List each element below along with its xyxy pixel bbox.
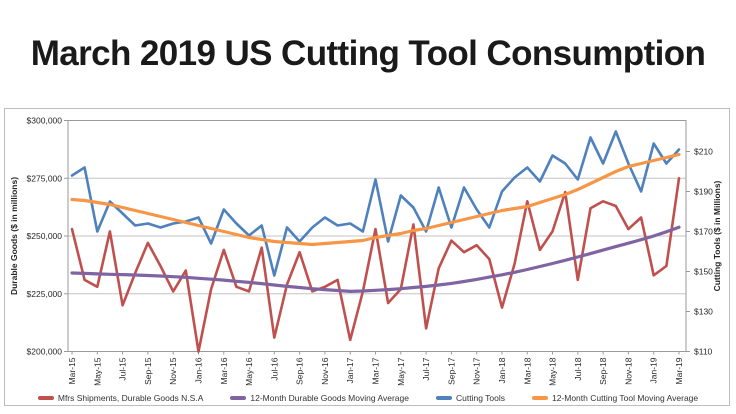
left-axis-tick-label: $275,000 <box>27 173 63 183</box>
left-axis-tick-label: $250,000 <box>27 231 63 241</box>
right-axis-title: Cutting Tools ($ in Millions) <box>712 180 722 291</box>
x-axis-tick-label: Sep-16 <box>295 357 305 385</box>
left-axis-tick-label: $225,000 <box>27 289 63 299</box>
x-axis-tick-label: Jan-16 <box>193 357 203 383</box>
legend-label: Cutting Tools <box>455 393 505 403</box>
x-axis-tick-label: May-17 <box>396 357 406 386</box>
left-axis-tick-label: $200,000 <box>27 347 63 357</box>
x-axis-tick-label: May-18 <box>548 357 558 386</box>
right-axis-tick-label: $210 <box>694 147 713 157</box>
x-axis-tick-label: Mar-16 <box>219 357 229 384</box>
x-axis-tick-label: Sep-17 <box>446 357 456 385</box>
legend-swatch <box>230 396 247 400</box>
x-axis-tick-label: Nov-16 <box>320 357 330 385</box>
left-axis-tick-label: $300,000 <box>27 116 63 126</box>
right-axis-tick-label: $190 <box>694 187 713 197</box>
chart-legend: Mfrs Shipments, Durable Goods N.S.A 12-Mo… <box>10 391 726 405</box>
x-axis-tick-label: Jul-16 <box>269 357 279 380</box>
legend-swatch <box>531 396 548 400</box>
x-axis-tick-label: Jan-18 <box>497 357 507 383</box>
x-axis-tick-label: Jul-18 <box>573 357 583 380</box>
series-line-3 <box>70 152 681 247</box>
legend-item: 12-Month Cutting Tool Moving Average <box>531 393 699 403</box>
right-axis-tick-label: $150 <box>694 267 713 277</box>
legend-item: Cutting Tools <box>435 393 505 403</box>
x-axis-tick-label: Mar-18 <box>522 357 532 384</box>
x-axis-tick-label: Nov-18 <box>623 357 633 385</box>
x-axis-tick-label: May-16 <box>244 357 254 386</box>
x-axis-tick-label: Jan-17 <box>345 357 355 383</box>
legend-item: 12-Month Durable Goods Moving Average <box>230 393 409 403</box>
x-axis-tick-label: Jul-15 <box>118 357 128 380</box>
series-line-0 <box>70 177 681 353</box>
left-axis-title: Durable Goods ($ in millions) <box>9 177 19 295</box>
x-axis-tick-label: Sep-18 <box>598 357 608 385</box>
x-axis-tick-label: Jan-19 <box>649 357 659 383</box>
right-axis-tick-label: $130 <box>694 307 713 317</box>
chart-frame <box>4 108 730 406</box>
legend-label: 12-Month Cutting Tool Moving Average <box>551 393 699 403</box>
x-axis-tick-label: Mar-19 <box>674 357 684 384</box>
x-axis-tick-label: Nov-15 <box>168 357 178 385</box>
x-axis-tick-label: Sep-15 <box>143 357 153 385</box>
page-title: March 2019 US Cutting Tool Consumption <box>30 34 706 73</box>
x-axis-tick-label: Jul-17 <box>421 357 431 380</box>
series-line-2 <box>70 130 681 277</box>
legend-label: Mfrs Shipments, Durable Goods N.S.A <box>57 393 204 403</box>
legend-swatch <box>37 396 54 400</box>
x-axis-tick-label: May-15 <box>92 357 102 386</box>
x-axis-tick-label: Mar-17 <box>371 357 381 384</box>
x-axis-tick-label: Nov-17 <box>472 357 482 385</box>
legend-item: Mfrs Shipments, Durable Goods N.S.A <box>37 393 204 403</box>
right-axis-tick-label: $110 <box>694 347 713 357</box>
legend-label: 12-Month Durable Goods Moving Average <box>250 393 409 403</box>
right-axis-tick-label: $170 <box>694 227 713 237</box>
legend-swatch <box>435 396 452 400</box>
x-axis-tick-label: Mar-15 <box>67 357 77 384</box>
series-line-1 <box>70 225 681 293</box>
